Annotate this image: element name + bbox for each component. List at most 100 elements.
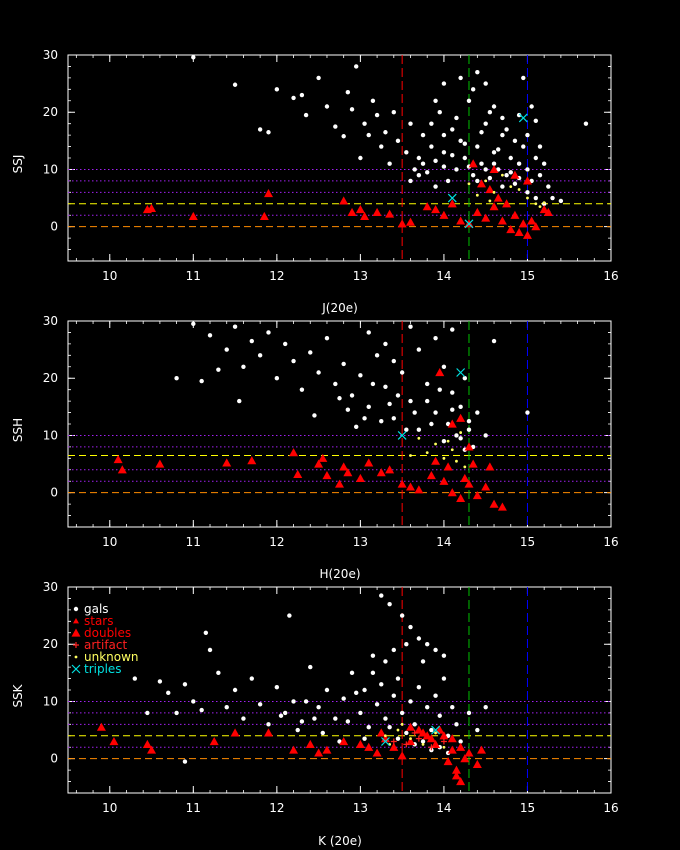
gals-point [182,682,188,687]
stars-point [460,754,470,763]
stars-point [305,739,315,748]
triples-point [518,113,528,123]
panel-j-xtick-label: 16 [603,269,618,283]
stars-point [406,737,416,746]
gals-point [475,178,480,184]
stars-point [397,219,407,228]
gals-point [404,730,409,736]
gals-point [324,335,330,341]
gals-point [299,719,305,724]
stars-point [543,207,553,216]
stars-point [522,176,532,185]
gals-point [278,713,284,718]
artifact-point [428,744,435,751]
panel-j-xlabel: J(20e) [321,301,358,315]
panel-j-xtick-label: 10 [102,269,117,283]
gals-point [496,147,501,152]
artifact-point [411,729,418,736]
legend-label-triples: triples [84,662,122,676]
gals-point [533,155,539,161]
gals-point [391,693,396,698]
gals-point [358,710,363,716]
panel-j-ytick-label: 20 [43,105,58,119]
gals-point [525,190,530,195]
stars-point [439,210,449,219]
stars-point [376,468,386,477]
gals-point [291,95,296,101]
gals-point [433,693,438,698]
gals-point [399,710,405,716]
gals-point [362,687,367,693]
stars-point [447,419,457,428]
gals-point [450,407,455,412]
artifact-point [403,741,410,748]
unknown-point [542,201,546,205]
gals-point [408,398,413,404]
panel-h-xtick-label: 11 [186,535,201,549]
stars-point [426,734,436,743]
gals-point [504,127,509,132]
stars-point [376,728,386,737]
gals-point [487,175,493,181]
gals-point [174,376,179,381]
panel-j-series-triples [447,113,528,229]
gals-point [308,664,313,670]
gals-point [383,341,388,347]
gals-point [395,138,401,144]
gals-point [458,404,463,410]
gals-point [470,87,476,92]
gals-point [303,699,309,704]
gals-point [370,653,376,658]
gals-point [345,719,351,724]
unknown-point [384,734,387,738]
gals-point [420,739,426,744]
gals-point [387,601,392,607]
gals-point [416,155,422,161]
stars-point [485,462,495,471]
stars-point [397,751,407,760]
gals-point [370,98,376,103]
stars-point [314,459,324,468]
gals-point [500,184,505,189]
stars-point [439,476,449,485]
stars-point [431,205,441,214]
gals-point [533,118,539,124]
gals-point [316,704,321,710]
gals-point [416,427,422,432]
gals-point [416,636,422,641]
gals-point [249,676,254,681]
stars-point [147,203,157,212]
legend-label-stars: stars [84,614,114,628]
gals-point [266,722,271,727]
gals-point [216,367,221,372]
stars-point [314,748,324,757]
gals-point [458,75,463,81]
stars-point [456,493,466,502]
stars-point [263,728,273,737]
triples-point [381,737,390,746]
gals-point [475,144,480,149]
gals-point [391,647,396,653]
stars-point [263,188,273,198]
gals-point [132,676,138,681]
gals-point [491,150,497,155]
gals-point [224,704,229,710]
stars-point [443,462,453,471]
gals-point [466,710,472,716]
stars-point [510,210,520,219]
gals-point [203,630,209,635]
gals-point [274,87,280,92]
gals-point [391,416,396,421]
gals-point [491,338,497,344]
panel-k-ylabel: SSK [11,683,25,707]
panel-h-content [68,321,611,527]
gals-point [433,98,438,103]
gals-point [362,736,367,741]
gals-point [429,727,434,733]
stars-point [385,465,395,474]
stars-point [468,159,478,168]
stars-point [481,482,491,491]
gals-point [337,396,342,401]
panel-h: 10 11 12 13 14 15 16 0 10 20 30 H(20e) SSH [11,314,619,581]
